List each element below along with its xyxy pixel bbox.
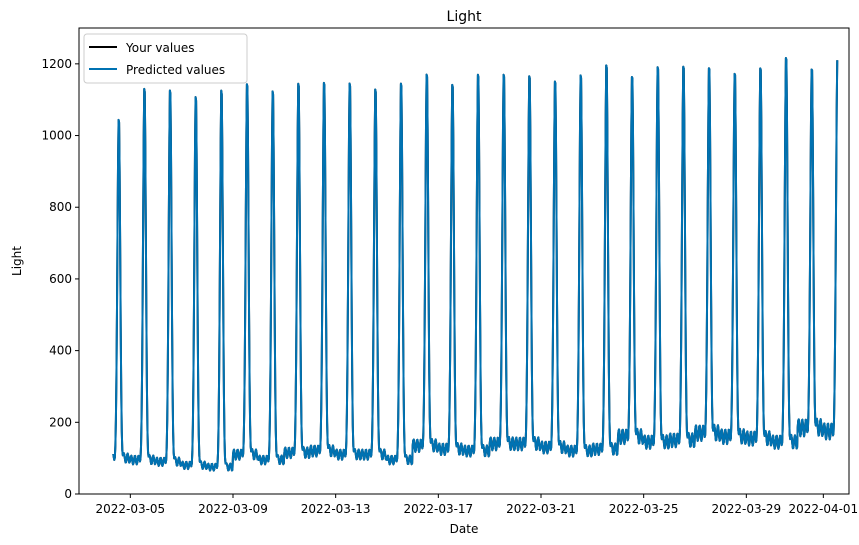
y-tick-label: 800 [49,200,72,214]
legend-label-your-values: Your values [125,41,194,55]
y-tick-label: 1200 [41,57,72,71]
legend-label-predicted-values: Predicted values [126,63,225,77]
plot-area [78,27,850,495]
x-axis-label: Date [450,522,479,536]
x-tick-label: 2022-04-01 [788,502,858,516]
x-tick-label: 2022-03-09 [198,502,268,516]
legend: Your values Predicted values [83,33,248,84]
x-tick-label: 2022-03-21 [506,502,576,516]
x-tick-label: 2022-03-17 [403,502,473,516]
y-axis-ticks: 0 200 400 600 800 1000 1200 [41,57,79,501]
axes-frame [78,27,850,495]
x-tick-label: 2022-03-13 [301,502,371,516]
y-tick-label: 600 [49,272,72,286]
x-tick-label: 2022-03-29 [711,502,781,516]
chart-title: Light [447,9,482,25]
x-tick-label: 2022-03-05 [95,502,165,516]
x-tick-label: 2022-03-25 [609,502,679,516]
series-line-predicted-values [112,57,839,472]
y-tick-label: 0 [64,487,72,501]
y-tick-label: 1000 [41,129,72,143]
y-tick-label: 400 [49,344,72,358]
legend-box [83,33,248,84]
series-layer [112,57,839,472]
y-axis-label: Light [10,246,24,276]
x-axis-ticks: 2022-03-05 2022-03-09 2022-03-13 2022-03-17… [95,494,858,516]
y-tick-label: 200 [49,415,72,429]
